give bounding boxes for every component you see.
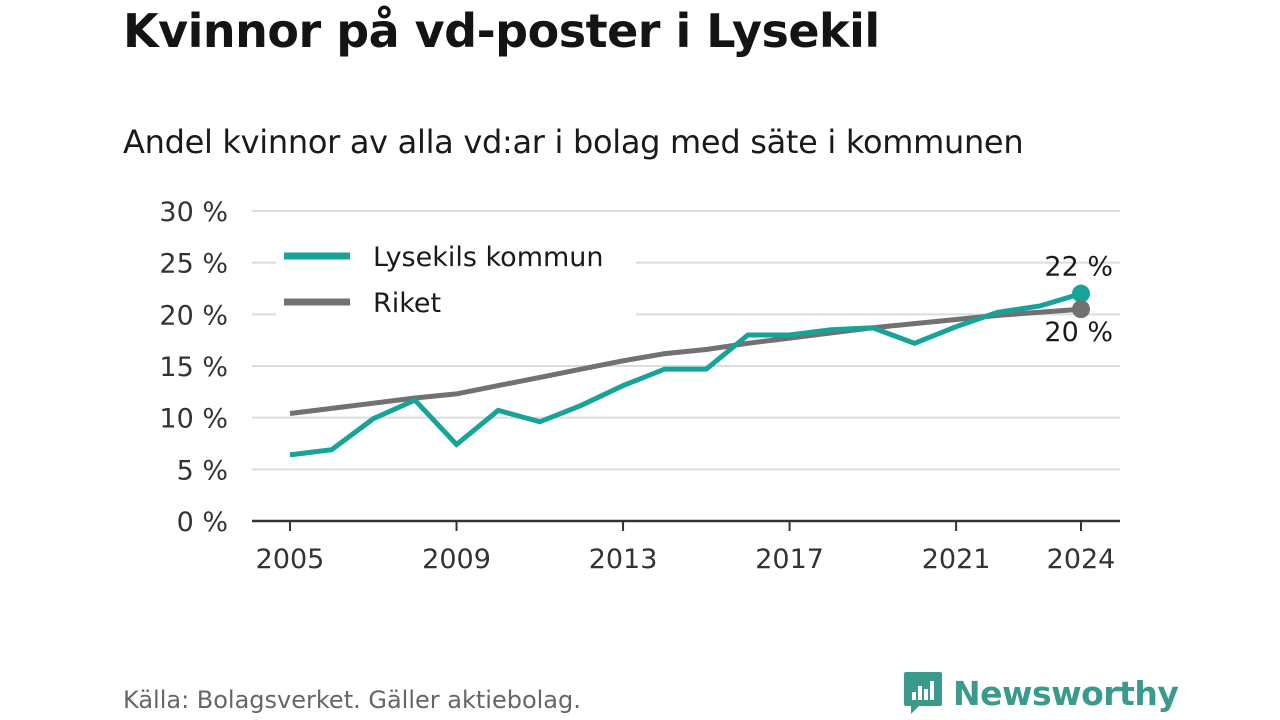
y-tick-label: 0 % bbox=[177, 507, 228, 538]
y-axis-tick-labels: 0 % 5 % 10 % 15 % 20 % 25 % 30 % bbox=[159, 197, 228, 538]
series-line-riket bbox=[289, 306, 1082, 416]
newsworthy-logo-icon bbox=[904, 672, 942, 714]
y-tick-label: 20 % bbox=[159, 300, 228, 331]
chart-subtitle: Andel kvinnor av alla vd:ar i bolag med … bbox=[123, 123, 1024, 161]
end-point-marker bbox=[1072, 300, 1090, 319]
x-tick-label: 2013 bbox=[589, 544, 658, 575]
y-tick-label: 15 % bbox=[159, 352, 228, 383]
brand-logo: Newsworthy bbox=[903, 670, 1179, 716]
x-tick-label: 2009 bbox=[422, 544, 491, 575]
x-tick-label: 2017 bbox=[755, 544, 824, 575]
series-end-markers: 22 % 20 % bbox=[1044, 252, 1113, 349]
legend-label: Riket bbox=[373, 288, 441, 319]
x-tick-label: 2024 bbox=[1047, 544, 1116, 575]
y-tick-label: 10 % bbox=[159, 404, 228, 435]
legend-label: Lysekils kommun bbox=[373, 242, 604, 273]
x-axis-ticks: 2005 2009 2013 2017 2021 2024 bbox=[256, 521, 1116, 575]
brand-name: Newsworthy bbox=[953, 673, 1179, 713]
end-point-marker bbox=[1072, 284, 1090, 303]
series-lines bbox=[289, 291, 1082, 458]
x-tick-label: 2005 bbox=[256, 544, 325, 575]
x-tick-label: 2021 bbox=[922, 544, 991, 575]
series-line-lysekils-kommun bbox=[289, 291, 1082, 458]
y-tick-label: 30 % bbox=[159, 197, 228, 228]
legend: Lysekils kommun Riket bbox=[276, 234, 636, 319]
y-tick-label: 25 % bbox=[159, 249, 228, 280]
source-note: Källa: Bolagsverket. Gäller aktiebolag. bbox=[123, 686, 581, 714]
end-value-label: 22 % bbox=[1044, 252, 1113, 283]
chart-title: Kvinnor på vd-poster i Lysekil bbox=[123, 4, 880, 58]
end-value-label: 20 % bbox=[1044, 317, 1113, 348]
y-tick-label: 5 % bbox=[177, 455, 228, 486]
